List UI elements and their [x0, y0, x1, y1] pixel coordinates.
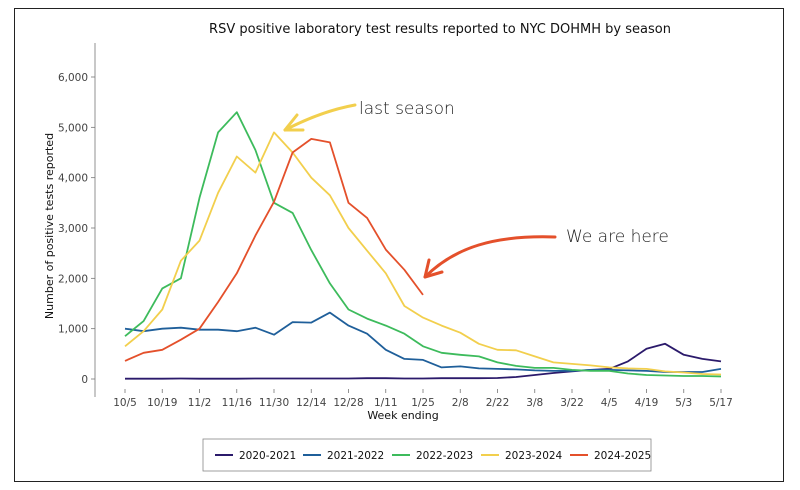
x-axis-title: Week ending	[367, 409, 438, 422]
series-line-2024-2025	[124, 137, 424, 362]
x-tick-label: 3/22	[560, 397, 584, 409]
y-tick-label: 5,000	[58, 122, 88, 134]
chart-title: RSV positive laboratory test results rep…	[209, 22, 671, 37]
series-layer	[124, 111, 722, 380]
series-line-2022-2023	[124, 111, 722, 378]
x-tick-label: 11/16	[222, 397, 253, 409]
annotation-last-season-arrow	[283, 103, 357, 132]
y-tick-label: 1,000	[58, 324, 88, 336]
y-axis: 0 1,000 2,000 3,000 4,000 5,000 6,000	[58, 72, 95, 386]
legend-label-2022-2023: 2022-2023	[416, 450, 473, 462]
x-tick-label: 11/2	[188, 397, 212, 409]
legend-label-2023-2024: 2023-2024	[505, 450, 563, 462]
x-tick-label: 11/30	[259, 397, 289, 409]
legend-label-2021-2022: 2021-2022	[327, 450, 384, 462]
annotation-we-are-here-arrowhead	[423, 258, 444, 279]
x-tick-label: 1/25	[411, 397, 435, 409]
x-tick-label: 5/17	[709, 397, 733, 409]
y-tick-label: 0	[81, 374, 88, 386]
x-tick-label: 1/11	[374, 397, 398, 409]
x-tick-label: 4/19	[635, 397, 659, 409]
x-tick-label: 12/28	[333, 397, 363, 409]
series-line-2020-2021	[125, 342, 722, 380]
annotation-last-season: last season	[359, 99, 455, 119]
x-tick-label: 10/19	[147, 397, 177, 409]
x-axis: 10/5 10/19 11/2 11/16 11/30 12/14 12/28 1/11 1/2…	[113, 389, 733, 409]
x-tick-label: 10/5	[113, 397, 137, 409]
legend-label-2024-2025: 2024-2025	[594, 450, 651, 462]
annotation-last-season-arrowhead	[283, 113, 305, 132]
chart-svg: RSV positive laboratory test results rep…	[43, 22, 733, 472]
y-tick-label: 4,000	[58, 173, 88, 185]
legend: 2020-2021 2021-2022 2022-2023 2023-2024 2024…	[202, 438, 652, 472]
annotation-we-are-here-arrow	[423, 235, 557, 279]
x-tick-label: 12/14	[296, 397, 327, 409]
y-tick-label: 3,000	[58, 223, 88, 235]
annotation-we-are-here: We are here	[566, 227, 669, 247]
chart-frame: RSV positive laboratory test results rep…	[14, 8, 784, 482]
y-tick-label: 2,000	[58, 273, 88, 285]
legend-label-2020-2021: 2020-2021	[239, 450, 296, 462]
x-tick-label: 3/8	[526, 397, 543, 409]
x-tick-label: 4/5	[601, 397, 618, 409]
x-tick-label: 5/3	[675, 397, 692, 409]
y-tick-label: 6,000	[58, 72, 88, 84]
x-tick-label: 2/22	[486, 397, 510, 409]
y-axis-title: Number of positive tests reported	[43, 133, 56, 319]
series-line-2021-2022	[124, 311, 722, 373]
x-tick-label: 2/8	[452, 397, 469, 409]
series-line-2023-2024	[124, 131, 722, 376]
